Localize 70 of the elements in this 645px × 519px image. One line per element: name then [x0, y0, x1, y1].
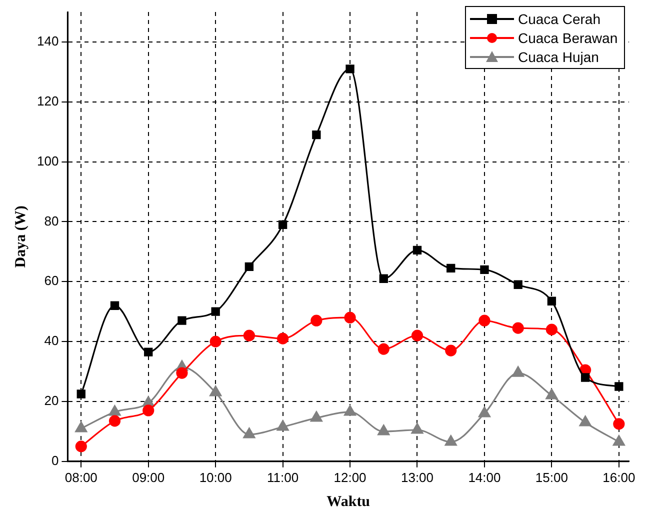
point: [210, 336, 222, 348]
x-tick-label: 10:00: [199, 470, 232, 485]
point: [546, 324, 558, 336]
y-tick-label: 60: [44, 273, 59, 288]
point: [108, 415, 121, 427]
point: [514, 280, 522, 289]
point: [612, 435, 625, 446]
y-tick-label: 0: [51, 452, 59, 468]
point: [211, 307, 220, 316]
legend-label: Cuaca Berawan: [518, 30, 618, 46]
point: [378, 343, 390, 355]
x-tick-label: 15:00: [535, 470, 568, 485]
x-tick-label: 11:00: [267, 470, 299, 485]
point: [614, 382, 624, 391]
point: [446, 264, 456, 272]
point: [379, 274, 388, 283]
point: [75, 440, 87, 452]
point: [75, 422, 88, 432]
point: [277, 332, 289, 344]
y-tick-label: 120: [36, 93, 59, 108]
point: [411, 330, 424, 342]
point: [244, 262, 254, 271]
point: [344, 405, 356, 416]
x-tick-label: 09:00: [132, 470, 165, 485]
point: [312, 130, 321, 140]
point: [478, 406, 490, 418]
point: [546, 388, 558, 400]
point: [378, 424, 390, 436]
y-tick-label: 140: [36, 34, 59, 49]
point: [310, 411, 322, 422]
point: [76, 390, 86, 398]
point: [276, 420, 289, 431]
y-tick-label: 80: [44, 213, 59, 228]
y-tick-label: 100: [36, 153, 59, 168]
legend-label: Cuaca Hujan: [518, 48, 599, 64]
point: [547, 296, 556, 306]
y-tick-label: 20: [44, 393, 59, 408]
point: [579, 416, 592, 426]
point: [142, 404, 154, 416]
point: [480, 265, 489, 274]
point: [478, 314, 490, 326]
point: [512, 366, 524, 377]
x-axis-title: Waktu: [326, 494, 370, 510]
x-tick-label: 14:00: [468, 470, 501, 485]
point: [110, 301, 120, 310]
point: [346, 64, 354, 74]
point: [243, 428, 256, 438]
point: [108, 405, 121, 416]
x-tick-label: 16:00: [602, 470, 636, 485]
legend-label: Cuaca Cerah: [518, 10, 600, 26]
point: [344, 312, 356, 324]
point: [613, 418, 625, 430]
point: [278, 220, 288, 230]
point: [144, 348, 153, 356]
point: [176, 367, 188, 379]
x-tick-label: 13:00: [400, 470, 434, 485]
point: [580, 373, 590, 382]
point: [178, 316, 186, 325]
y-tick-label: 40: [44, 333, 59, 348]
point: [412, 246, 422, 255]
point: [310, 314, 322, 326]
point: [411, 423, 424, 434]
point: [210, 386, 222, 396]
x-tick-label: 08:00: [64, 470, 98, 485]
point: [512, 322, 524, 334]
x-tick-label: 12:00: [334, 470, 366, 485]
point: [444, 435, 457, 446]
y-axis-title: Daya (W): [12, 206, 29, 268]
point: [243, 330, 255, 342]
point: [445, 344, 457, 356]
